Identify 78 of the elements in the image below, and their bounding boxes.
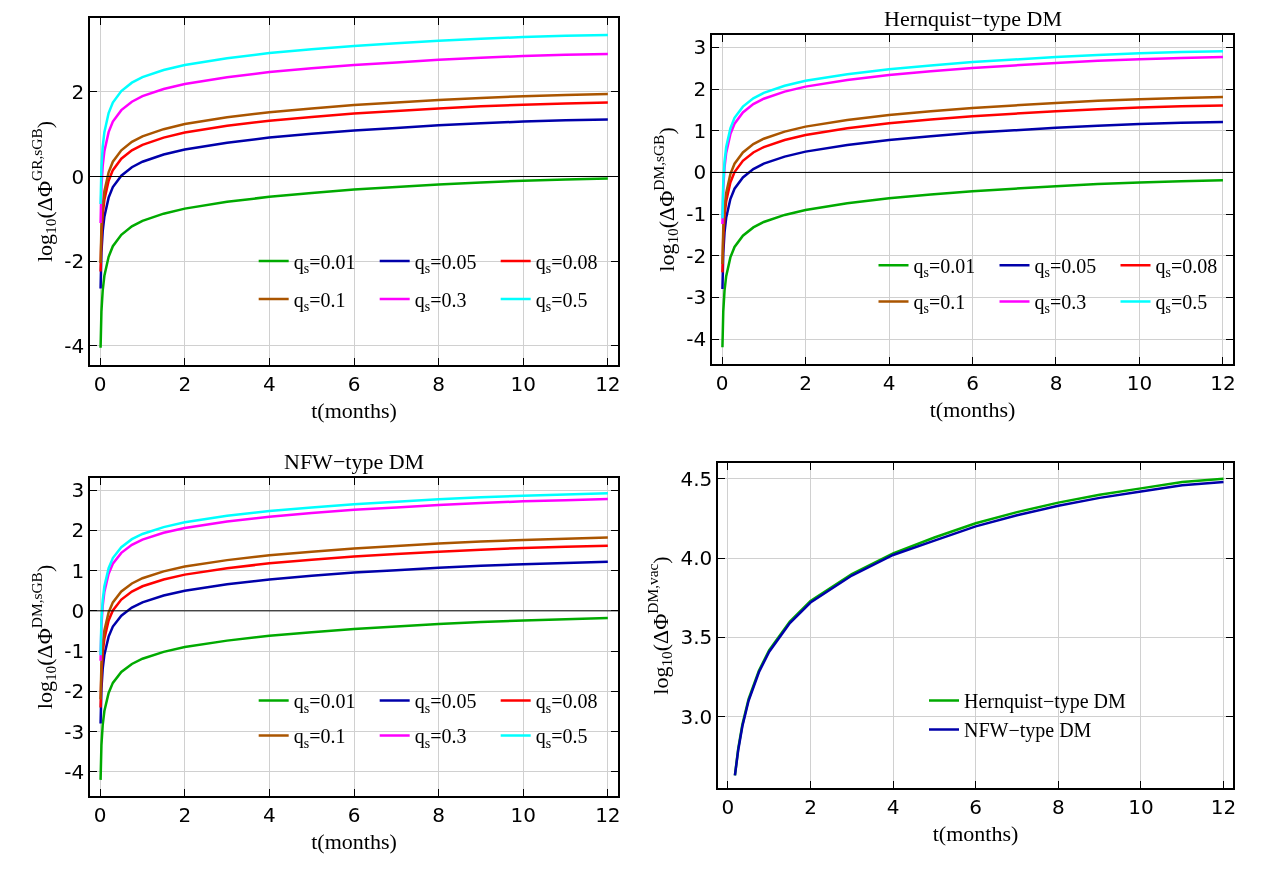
y-tick-label: -4 [64, 759, 85, 784]
x-tick-label: 12 [1210, 370, 1236, 395]
x-tick-label: 10 [510, 802, 536, 827]
x-tick-label: 2 [178, 802, 192, 827]
x-tick-label: 4 [882, 370, 896, 395]
legend-label: q$_{s}$=0.5 [535, 288, 588, 315]
x-tick-label: 12 [595, 371, 621, 396]
legend-label: q$_{s}$=0.01 [293, 690, 356, 716]
x-axis-title: t(months) [311, 829, 397, 855]
y-tick-label: -2 [686, 243, 707, 268]
x-tick-label: 6 [966, 370, 979, 395]
y-tick-label: 3.5 [680, 625, 713, 650]
y-tick-label: -3 [686, 285, 707, 310]
y-tick-label: 1 [71, 558, 85, 583]
legend-label: q$_{s}$=0.1 [913, 291, 966, 317]
y-tick-label: 0 [71, 164, 85, 189]
x-tick-label: 6 [969, 794, 983, 819]
y-tick-label: 3 [693, 35, 707, 60]
legend-label: q$_{s}$=0.05 [414, 250, 477, 276]
x-tick-label: 8 [1049, 370, 1063, 395]
legend-label: q$_{s}$=0.08 [535, 690, 598, 716]
x-tick-label: 0 [721, 794, 735, 819]
y-tick-label: -4 [686, 327, 707, 352]
legend-label: NFW−type DM [964, 719, 1092, 743]
legend-label: q$_{s}$=0.01 [913, 255, 976, 281]
legend-label: q$_{s}$=0.08 [1155, 255, 1218, 281]
legend-label: q$_{s}$=0.5 [1155, 291, 1208, 317]
y-tick-label: 2 [71, 518, 85, 543]
legend-label: q$_{s}$=0.5 [535, 725, 588, 751]
legend-label: q$_{s}$=0.3 [1034, 291, 1087, 317]
x-axis-title: t(months) [932, 821, 1019, 847]
x-tick-label: 4 [886, 794, 900, 819]
y-tick-label: -1 [64, 639, 85, 664]
x-tick-label: 10 [1126, 370, 1153, 395]
legend-label: q$_{s}$=0.3 [414, 288, 467, 315]
x-tick-label: 4 [263, 371, 276, 396]
y-tick-label: 3.0 [680, 704, 713, 729]
x-tick-label: 2 [804, 794, 817, 819]
legend-label: q$_{s}$=0.1 [293, 288, 346, 315]
x-tick-label: 8 [432, 802, 445, 827]
x-tick-label: 10 [510, 371, 536, 396]
x-tick-label: 6 [347, 802, 361, 827]
x-tick-label: 4 [263, 802, 276, 827]
legend-label: q$_{s}$=0.3 [414, 725, 467, 751]
legend-label: q$_{s}$=0.05 [1034, 255, 1097, 281]
y-tick-label: -2 [64, 679, 85, 704]
chart-title: Hernquist−type DM [884, 6, 1062, 31]
y-tick-label: 4.5 [680, 466, 713, 491]
x-tick-label: 2 [799, 370, 812, 395]
y-tick-label: 0 [71, 598, 85, 623]
y-tick-label: 0 [693, 160, 707, 185]
legend-label: q$_{s}$=0.05 [414, 690, 477, 716]
legend-label: q$_{s}$=0.1 [293, 725, 346, 751]
x-tick-label: 0 [93, 802, 107, 827]
y-tick-label: -4 [64, 333, 85, 358]
x-tick-label: 6 [347, 371, 361, 396]
x-tick-label: 8 [1051, 794, 1065, 819]
y-tick-label: 4.0 [680, 546, 713, 571]
y-tick-label: -1 [686, 202, 707, 227]
x-tick-label: 0 [715, 370, 729, 395]
x-tick-label: 2 [178, 371, 192, 396]
x-axis-title: t(months) [929, 397, 1016, 423]
x-tick-label: 10 [1128, 794, 1154, 819]
x-tick-label: 0 [93, 371, 107, 396]
y-tick-label: -3 [64, 719, 85, 744]
chart-title: NFW−type DM [284, 449, 425, 474]
x-tick-label: 12 [595, 802, 621, 827]
y-tick-label: 1 [693, 118, 707, 143]
y-tick-label: 3 [71, 478, 85, 503]
y-tick-label: 2 [693, 77, 707, 102]
y-tick-label: 2 [71, 79, 85, 104]
x-tick-label: 8 [432, 371, 445, 396]
y-tick-label: -2 [64, 249, 85, 274]
legend-label: q$_{s}$=0.01 [293, 250, 356, 276]
x-axis-title: t(months) [311, 398, 397, 424]
x-tick-label: 12 [1210, 794, 1237, 819]
legend-label: q$_{s}$=0.08 [535, 250, 598, 276]
legend-label: Hernquist−type DM [964, 690, 1127, 714]
